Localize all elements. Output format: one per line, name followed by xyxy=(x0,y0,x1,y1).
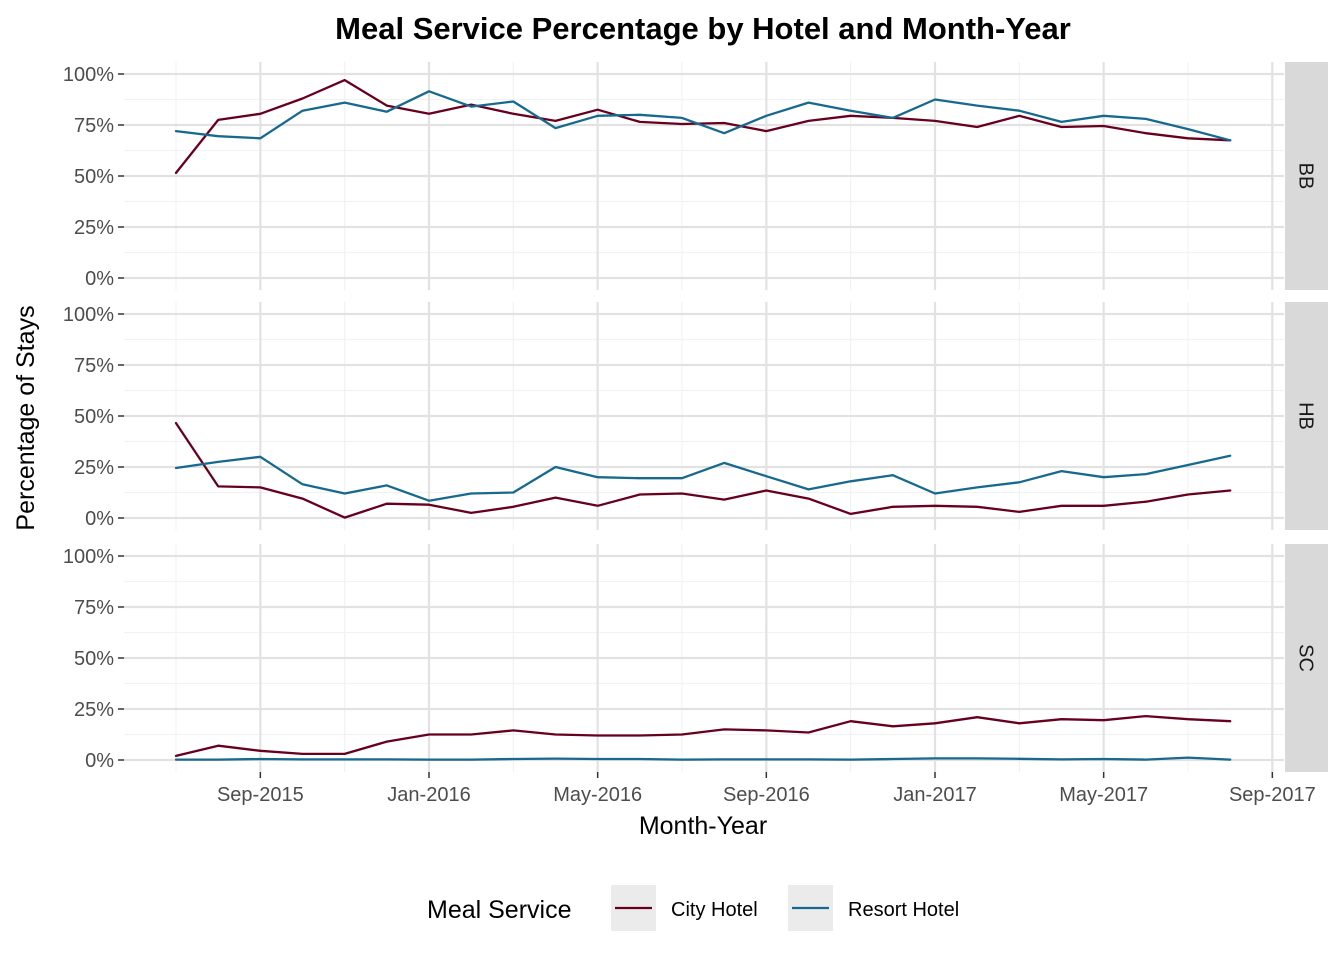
series-line-city-hotel xyxy=(174,421,1232,519)
x-tick-label: Jan-2017 xyxy=(893,784,976,806)
x-tick-label: Sep-2016 xyxy=(723,784,810,806)
series-line-city-hotel xyxy=(174,714,1232,758)
y-tick-label: 100% xyxy=(63,64,114,86)
x-axis-ticks: Sep-2015 Jan-2016 May-2016 Sep-2016 Jan-2017… xyxy=(217,772,1316,806)
facet-strip-label: SC xyxy=(1295,644,1317,672)
y-tick-label: 25% xyxy=(74,699,114,721)
facet-panels: 0% 25% 50% 75% 100% BB 0% 25% 50% 75% 100% HB 0% 25% 5… xyxy=(63,62,1328,772)
y-tick-label: 75% xyxy=(74,115,114,137)
x-tick-label: Sep-2015 xyxy=(217,784,304,806)
facet-panel-sc: 0% 25% 50% 75% 100% SC xyxy=(63,544,1328,772)
y-tick-label: 50% xyxy=(74,648,114,670)
x-tick-label: May-2016 xyxy=(553,784,642,806)
y-tick-label: 25% xyxy=(74,217,114,239)
facet-panel-bb: 0% 25% 50% 75% 100% BB xyxy=(63,62,1328,290)
x-axis-title: Month-Year xyxy=(639,812,767,840)
x-tick-label: Jan-2016 xyxy=(387,784,470,806)
chart-title: Meal Service Percentage by Hotel and Mon… xyxy=(335,11,1071,46)
legend-label-city-hotel: City Hotel xyxy=(671,899,758,921)
facet-strip xyxy=(1285,62,1328,290)
y-tick-label: 0% xyxy=(85,508,114,530)
facet-strip xyxy=(1285,544,1328,772)
y-tick-label: 50% xyxy=(74,406,114,428)
y-tick-label: 75% xyxy=(74,597,114,619)
y-tick-label: 0% xyxy=(85,750,114,772)
facet-strip-label: HB xyxy=(1295,402,1317,430)
y-tick-label: 25% xyxy=(74,457,114,479)
series-line-resort-hotel xyxy=(174,756,1232,761)
facet-strip xyxy=(1285,302,1328,530)
legend: Meal Service City Hotel Resort Hotel xyxy=(427,885,959,931)
facet-strip-label: BB xyxy=(1295,163,1317,190)
series-line-resort-hotel xyxy=(174,90,1232,142)
y-tick-label: 50% xyxy=(74,166,114,188)
y-axis-title: Percentage of Stays xyxy=(12,305,40,530)
series-line-city-hotel xyxy=(174,78,1232,175)
y-tick-label: 100% xyxy=(63,304,114,326)
x-tick-label: May-2017 xyxy=(1059,784,1148,806)
series-line-resort-hotel xyxy=(174,454,1232,502)
y-tick-label: 0% xyxy=(85,268,114,290)
y-tick-label: 100% xyxy=(63,546,114,568)
x-tick-label: Sep-2017 xyxy=(1229,784,1316,806)
facet-panel-hb: 0% 25% 50% 75% 100% HB xyxy=(63,302,1328,530)
legend-title: Meal Service xyxy=(427,896,572,924)
y-tick-label: 75% xyxy=(74,355,114,377)
legend-label-resort-hotel: Resort Hotel xyxy=(848,899,959,921)
